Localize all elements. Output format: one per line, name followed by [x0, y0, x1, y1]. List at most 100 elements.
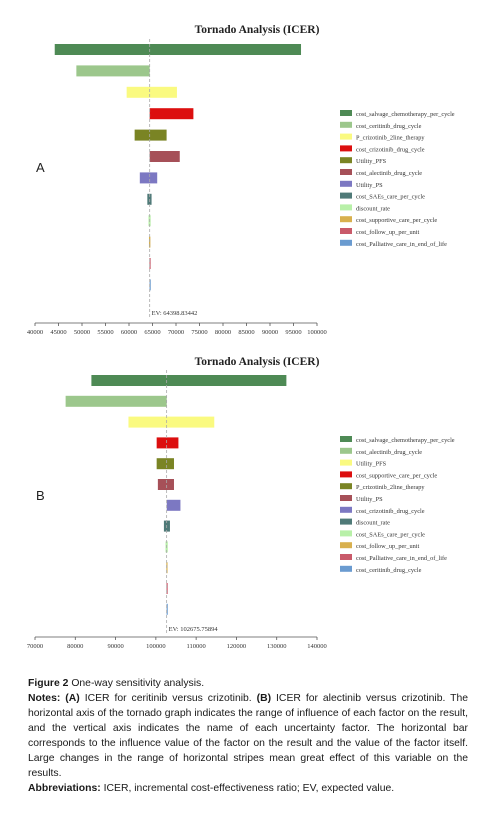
figure-caption: Figure 2 One-way sensitivity analysis. N…: [28, 676, 468, 796]
x-tick-label: 100000: [307, 329, 327, 336]
legend-swatch: [340, 495, 352, 501]
x-tick-label: 70000: [168, 329, 184, 336]
x-tick-label: 70000: [27, 643, 43, 650]
figure-title-line: Figure 2 One-way sensitivity analysis.: [28, 676, 468, 691]
notes-b-label: (B): [256, 693, 272, 704]
x-tick-label: 80000: [67, 643, 83, 650]
legend-swatch: [340, 216, 352, 223]
legend-swatch: [340, 542, 352, 549]
legend-swatch: [340, 192, 352, 199]
legend-swatch: [340, 565, 352, 572]
panel-label: A: [36, 160, 45, 175]
ev-label: EV: 64398.83442: [152, 310, 198, 317]
bar-utility-ps: [139, 172, 158, 184]
legend-label: cost_ceritinib_drug_cycle: [356, 123, 422, 130]
bar-utility-pfs: [128, 416, 215, 428]
notes-b-text: ICER for alectinib versus crizotinib. Th…: [28, 693, 469, 779]
legend-swatch: [340, 554, 352, 560]
tornado-chart-a: Tornado Analysis (ICER) A EV: 64398.8344…: [27, 24, 455, 336]
legend-label: cost_supportive_care_per_cycle: [356, 472, 437, 479]
legend-swatch: [340, 518, 352, 525]
legend-label: P_crizotinib_2line_therapy: [356, 484, 425, 491]
legend-label: cost_ceritinib_drug_cycle: [356, 567, 422, 574]
legend-swatch: [340, 471, 352, 478]
legend-label: cost_follow_up_per_unit: [356, 543, 420, 550]
legend-swatch: [340, 447, 352, 454]
bar-cost-follow-up-per-unit: [149, 258, 151, 269]
bar-utility-ps: [157, 479, 174, 490]
notes-label: Notes:: [28, 693, 61, 704]
x-tick-label: 75000: [191, 329, 207, 336]
legend-swatch: [340, 121, 352, 128]
bar-cost-alectinib-drug-cycle: [65, 395, 167, 407]
bar-cost-ceritinib-drug-cycle: [166, 603, 168, 615]
legend-label: Utility_PS: [356, 182, 383, 189]
legend-swatch: [340, 483, 352, 490]
figure-title: One-way sensitivity analysis.: [71, 678, 205, 689]
bar-p-crizotinib-2line-therapy: [126, 86, 177, 98]
x-tick-label: 110000: [187, 643, 206, 650]
legend-label: Utility_PFS: [356, 461, 387, 468]
abbreviations-paragraph: Abbreviations: ICER, incremental cost-ef…: [28, 781, 468, 796]
x-tick-label: 90000: [262, 329, 278, 336]
notes-a-text: ICER for ceritinib versus crizotinib.: [84, 693, 252, 704]
legend-label: Utility_PS: [356, 496, 383, 503]
x-tick-label: 130000: [267, 643, 287, 650]
chart-title: Tornado Analysis (ICER): [195, 356, 320, 368]
legend-label: discount_rate: [356, 205, 390, 212]
x-tick-label: 45000: [50, 329, 66, 336]
notes-paragraph: Notes: (A) ICER for ceritinib versus cri…: [28, 691, 468, 781]
x-tick-label: 80000: [215, 329, 231, 336]
legend-swatch: [340, 436, 352, 442]
legend-label: cost_crizotinib_drug_cycle: [356, 508, 425, 515]
x-tick-label: 100000: [146, 643, 166, 650]
x-tick-label: 140000: [307, 643, 327, 650]
notes-a-label: (A): [65, 693, 80, 704]
x-tick-label: 65000: [144, 329, 160, 336]
legend-label: Utility_PFS: [356, 158, 387, 165]
ev-label: EV: 102675.75894: [169, 626, 219, 633]
bar-cost-supportive-care-per-cycle: [148, 236, 151, 248]
bar-cost-ceritinib-drug-cycle: [76, 65, 150, 77]
x-tick-label: 40000: [27, 329, 43, 336]
legend-swatch: [340, 157, 352, 164]
x-tick-label: 50000: [74, 329, 90, 336]
legend-swatch: [340, 145, 352, 152]
legend-swatch: [340, 228, 352, 234]
legend-label: cost_supportive_care_per_cycle: [356, 217, 437, 224]
bar-cost-crizotinib-drug-cycle: [166, 499, 181, 511]
panel-label: B: [36, 488, 45, 503]
x-tick-label: 55000: [97, 329, 113, 336]
legend-swatch: [340, 530, 352, 537]
legend-label: cost_Palliative_care_in_end_of_life: [356, 241, 447, 248]
tornado-chart-b: Tornado Analysis (ICER) B EV: 102675.758…: [27, 356, 455, 650]
bar-cost-supportive-care-per-cycle: [156, 437, 179, 449]
legend-label: P_crizotinib_2line_therapy: [356, 135, 425, 142]
bar-p-crizotinib-2line-therapy: [156, 458, 174, 470]
legend-label: cost_salvage_chemotherapy_per_cycle: [356, 111, 455, 118]
legend-swatch: [340, 204, 352, 211]
legend-label: cost_SAEs_care_per_cycle: [356, 531, 425, 538]
legend-swatch: [340, 459, 352, 466]
x-tick-label: 120000: [227, 643, 247, 650]
legend-swatch: [340, 169, 352, 175]
bar-utility-pfs: [134, 129, 167, 141]
chart-title: Tornado Analysis (ICER): [195, 24, 320, 36]
legend-label: cost_alectinib_drug_cycle: [356, 449, 422, 456]
x-tick-label: 95000: [285, 329, 301, 336]
legend-swatch: [340, 239, 352, 246]
bar-cost-salvage-chemotherapy-per-cycle: [91, 375, 287, 386]
legend-swatch: [340, 506, 352, 513]
legend-label: cost_SAEs_care_per_cycle: [356, 194, 425, 201]
x-tick-label: 60000: [121, 329, 137, 336]
bar-cost-palliative-care-in-end-of-life: [166, 583, 168, 594]
legend-label: cost_follow_up_per_unit: [356, 229, 420, 236]
legend-label: discount_rate: [356, 520, 390, 527]
legend-swatch: [340, 110, 352, 116]
legend-swatch: [340, 133, 352, 140]
legend-label: cost_alectinib_drug_cycle: [356, 170, 422, 177]
bar-cost-alectinib-drug-cycle: [149, 151, 180, 162]
legend-swatch: [340, 180, 352, 187]
figure-label: Figure 2: [28, 678, 69, 689]
bar-cost-salvage-chemotherapy-per-cycle: [54, 44, 302, 55]
